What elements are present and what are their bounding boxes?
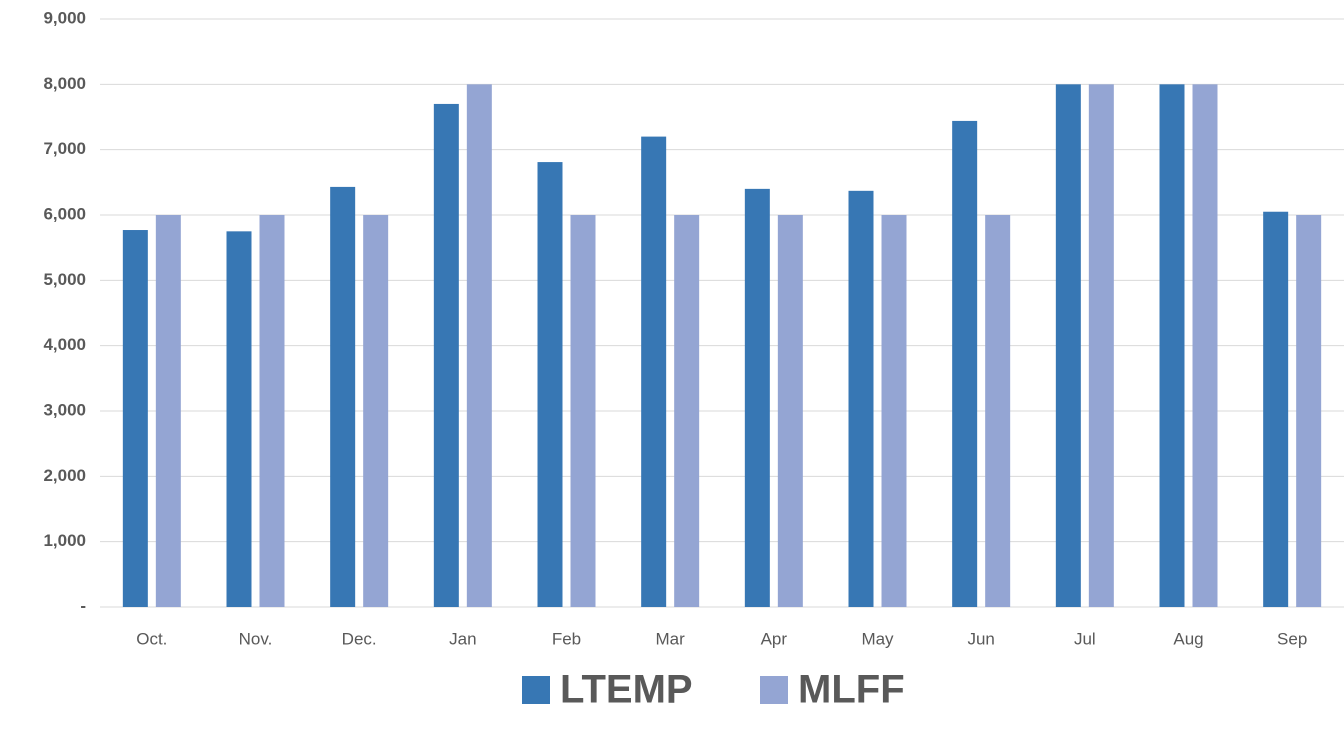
bar bbox=[848, 190, 874, 607]
x-tick-label: Aug bbox=[1173, 629, 1203, 648]
y-tick-label: 3,000 bbox=[43, 400, 86, 419]
x-tick-label: Sep bbox=[1277, 629, 1307, 648]
bar bbox=[744, 188, 770, 607]
bar bbox=[1192, 84, 1218, 608]
y-tick-label: 6,000 bbox=[43, 204, 86, 223]
bar bbox=[537, 162, 563, 607]
y-tick-label: 8,000 bbox=[43, 74, 86, 93]
x-tick-label: May bbox=[861, 629, 894, 648]
bar bbox=[226, 231, 252, 608]
bar bbox=[985, 215, 1011, 607]
legend-label: LTEMP bbox=[560, 668, 693, 712]
bar bbox=[122, 230, 148, 607]
bar bbox=[330, 186, 356, 607]
x-tick-label: Dec. bbox=[342, 629, 377, 648]
bar bbox=[466, 84, 492, 608]
bar bbox=[433, 103, 459, 607]
bar bbox=[363, 215, 389, 607]
y-tick-label: 7,000 bbox=[43, 139, 86, 158]
x-tick-label: Oct. bbox=[136, 629, 167, 648]
y-tick-label: 9,000 bbox=[43, 8, 86, 27]
y-tick-label: 4,000 bbox=[43, 335, 86, 354]
bar bbox=[259, 215, 285, 607]
bar bbox=[570, 215, 596, 607]
bar bbox=[1088, 84, 1114, 608]
x-tick-label: Nov. bbox=[239, 629, 273, 648]
y-tick-label: 2,000 bbox=[43, 466, 86, 485]
bar bbox=[1296, 215, 1322, 607]
legend-label: MLFF bbox=[798, 668, 905, 712]
x-tick-label: Apr bbox=[761, 629, 788, 648]
bar bbox=[881, 215, 907, 607]
x-tick-label: Jun bbox=[967, 629, 994, 648]
y-tick-label: - bbox=[80, 596, 86, 615]
y-tick-label: 1,000 bbox=[43, 531, 86, 550]
bar bbox=[1263, 211, 1289, 607]
x-tick-label: Feb bbox=[552, 629, 581, 648]
bar bbox=[1055, 84, 1081, 608]
bar bbox=[155, 215, 181, 607]
x-tick-label: Mar bbox=[656, 629, 686, 648]
bar bbox=[641, 136, 667, 607]
bar bbox=[777, 215, 803, 607]
legend-swatch bbox=[522, 676, 550, 704]
bar bbox=[1159, 84, 1185, 608]
bar bbox=[674, 215, 700, 607]
y-tick-label: 5,000 bbox=[43, 270, 86, 289]
legend-swatch bbox=[760, 676, 788, 704]
bar bbox=[952, 120, 978, 608]
x-tick-label: Jan bbox=[449, 629, 476, 648]
x-tick-label: Jul bbox=[1074, 629, 1096, 648]
